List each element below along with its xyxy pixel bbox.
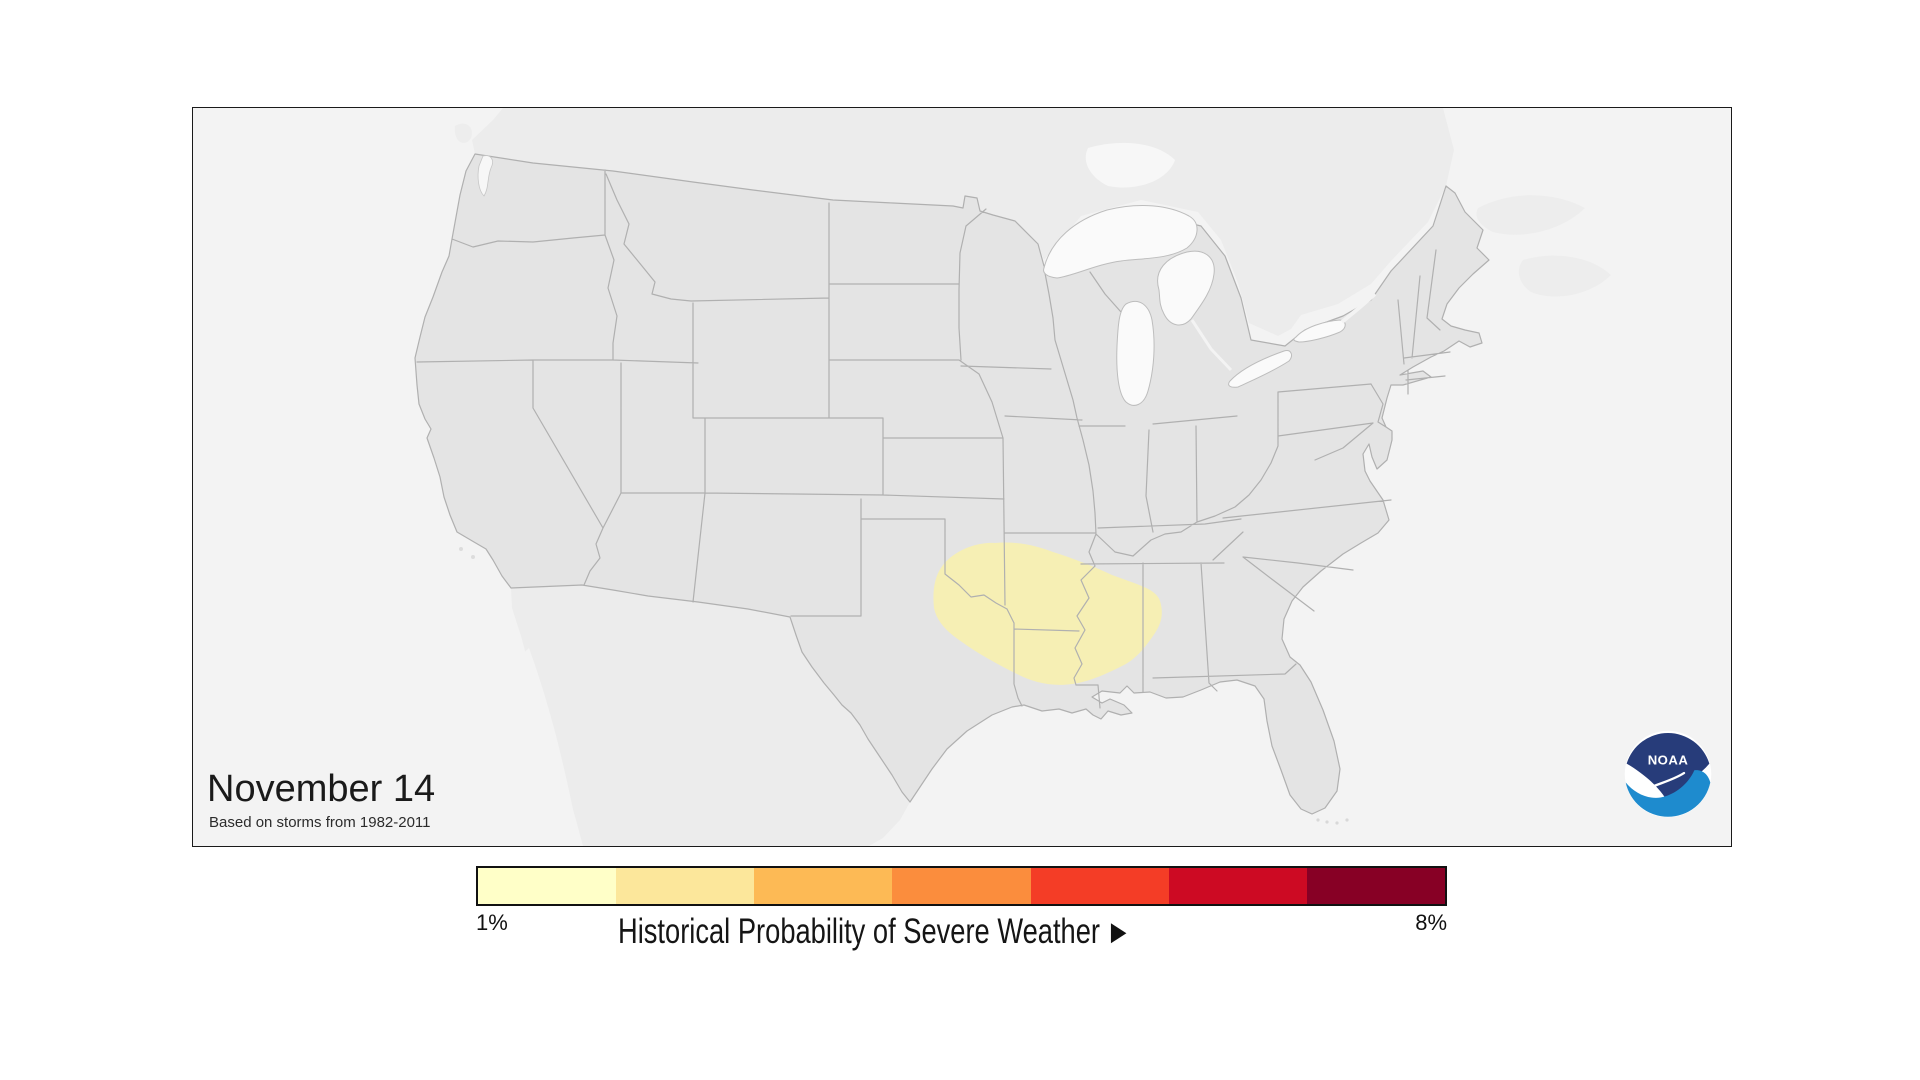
canada-lake xyxy=(1085,142,1175,188)
us-map xyxy=(414,108,1611,846)
channel-islands xyxy=(459,547,475,559)
legend-max-label: 8% xyxy=(1415,910,1447,935)
legend-min-label: 1% xyxy=(476,910,508,935)
lake-superior xyxy=(1043,204,1198,279)
legend-color-segment xyxy=(1306,868,1445,904)
us-landmass xyxy=(415,154,1489,814)
puget-sound xyxy=(477,155,493,197)
map-panel: November 14 Based on storms from 1982-20… xyxy=(192,107,1732,847)
great-lakes xyxy=(1043,204,1346,406)
legend-color-segment xyxy=(478,868,617,904)
noaa-logo-text: NOAA xyxy=(1648,753,1689,768)
state-borders xyxy=(414,153,1490,815)
legend-title-text: Historical Probability of Severe Weather xyxy=(618,912,1101,951)
lake-michigan xyxy=(1116,300,1155,406)
noaa-logo: NOAA xyxy=(1624,730,1712,818)
lake-huron xyxy=(1157,250,1215,326)
play-icon[interactable]: ▶ xyxy=(1110,916,1127,946)
legend-color-segment xyxy=(616,868,755,904)
lake-ontario xyxy=(1293,319,1346,343)
legend-title: Historical Probability of Severe Weather… xyxy=(618,912,1127,952)
seagull-icon xyxy=(1649,771,1686,789)
lake-erie xyxy=(1228,350,1292,388)
legend-color-segment xyxy=(754,868,893,904)
st-clair-river xyxy=(1190,319,1233,372)
noaa-logo-wave xyxy=(1625,770,1711,817)
gulf-of-california xyxy=(520,648,576,830)
florida-keys xyxy=(1316,818,1349,825)
severe-probability-region xyxy=(933,542,1162,685)
date-label: November 14 xyxy=(207,768,436,810)
legend-color-segment xyxy=(892,868,1031,904)
date-caption: Based on storms from 1982-2011 xyxy=(209,814,431,831)
noaa-logo-sky xyxy=(1626,733,1710,807)
legend-color-segment xyxy=(1030,868,1169,904)
canada-landmass xyxy=(472,108,1454,336)
st-lawrence-river xyxy=(1340,292,1377,324)
color-scale-bar xyxy=(476,866,1447,906)
neighbor-landmasses xyxy=(454,108,1611,846)
legend-color-segment xyxy=(1168,868,1307,904)
mexico-landmass xyxy=(511,585,910,846)
